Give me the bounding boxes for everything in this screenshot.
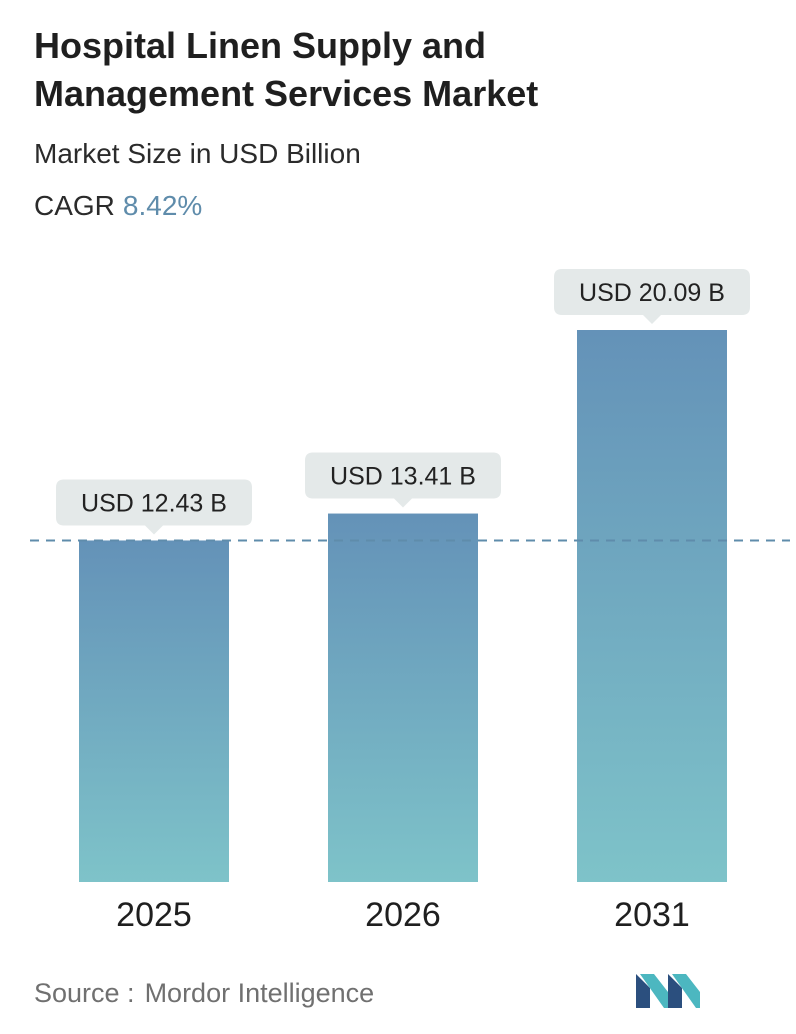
value-label-bubble-2026 — [305, 452, 501, 508]
cagr-label: CAGR — [34, 190, 115, 221]
chart-subtitle: Market Size in USD Billion — [34, 138, 361, 169]
value-label-2026: USD 13.41 B — [330, 463, 476, 491]
title-line-1: Hospital Linen Supply and — [34, 25, 487, 66]
cagr-row: CAGR 8.42% — [34, 190, 202, 222]
category-label-2026: 2026 — [365, 896, 441, 934]
bar-2025 — [79, 540, 229, 882]
cagr-value: 8.42% — [122, 190, 203, 221]
category-label-2025: 2025 — [116, 896, 192, 934]
value-label-bubble-2031 — [554, 269, 750, 324]
source-credit: Source : Mordor Intelligence — [34, 978, 374, 1009]
category-label-2031: 2031 — [614, 896, 690, 934]
source-label: Source : — [34, 978, 135, 1008]
bar-2026 — [328, 513, 478, 882]
bar-2031 — [577, 330, 727, 882]
value-label-2025: USD 12.43 B — [81, 489, 227, 517]
value-label-2031: USD 20.09 B — [579, 279, 725, 307]
mordor-logo-icon — [636, 974, 700, 1008]
title-line-2: Management Services Market — [34, 73, 539, 114]
chart-title: Hospital Linen Supply and Management Ser… — [34, 22, 774, 118]
source-name: Mordor Intelligence — [144, 978, 375, 1008]
value-label-bubble-2025 — [56, 479, 252, 535]
